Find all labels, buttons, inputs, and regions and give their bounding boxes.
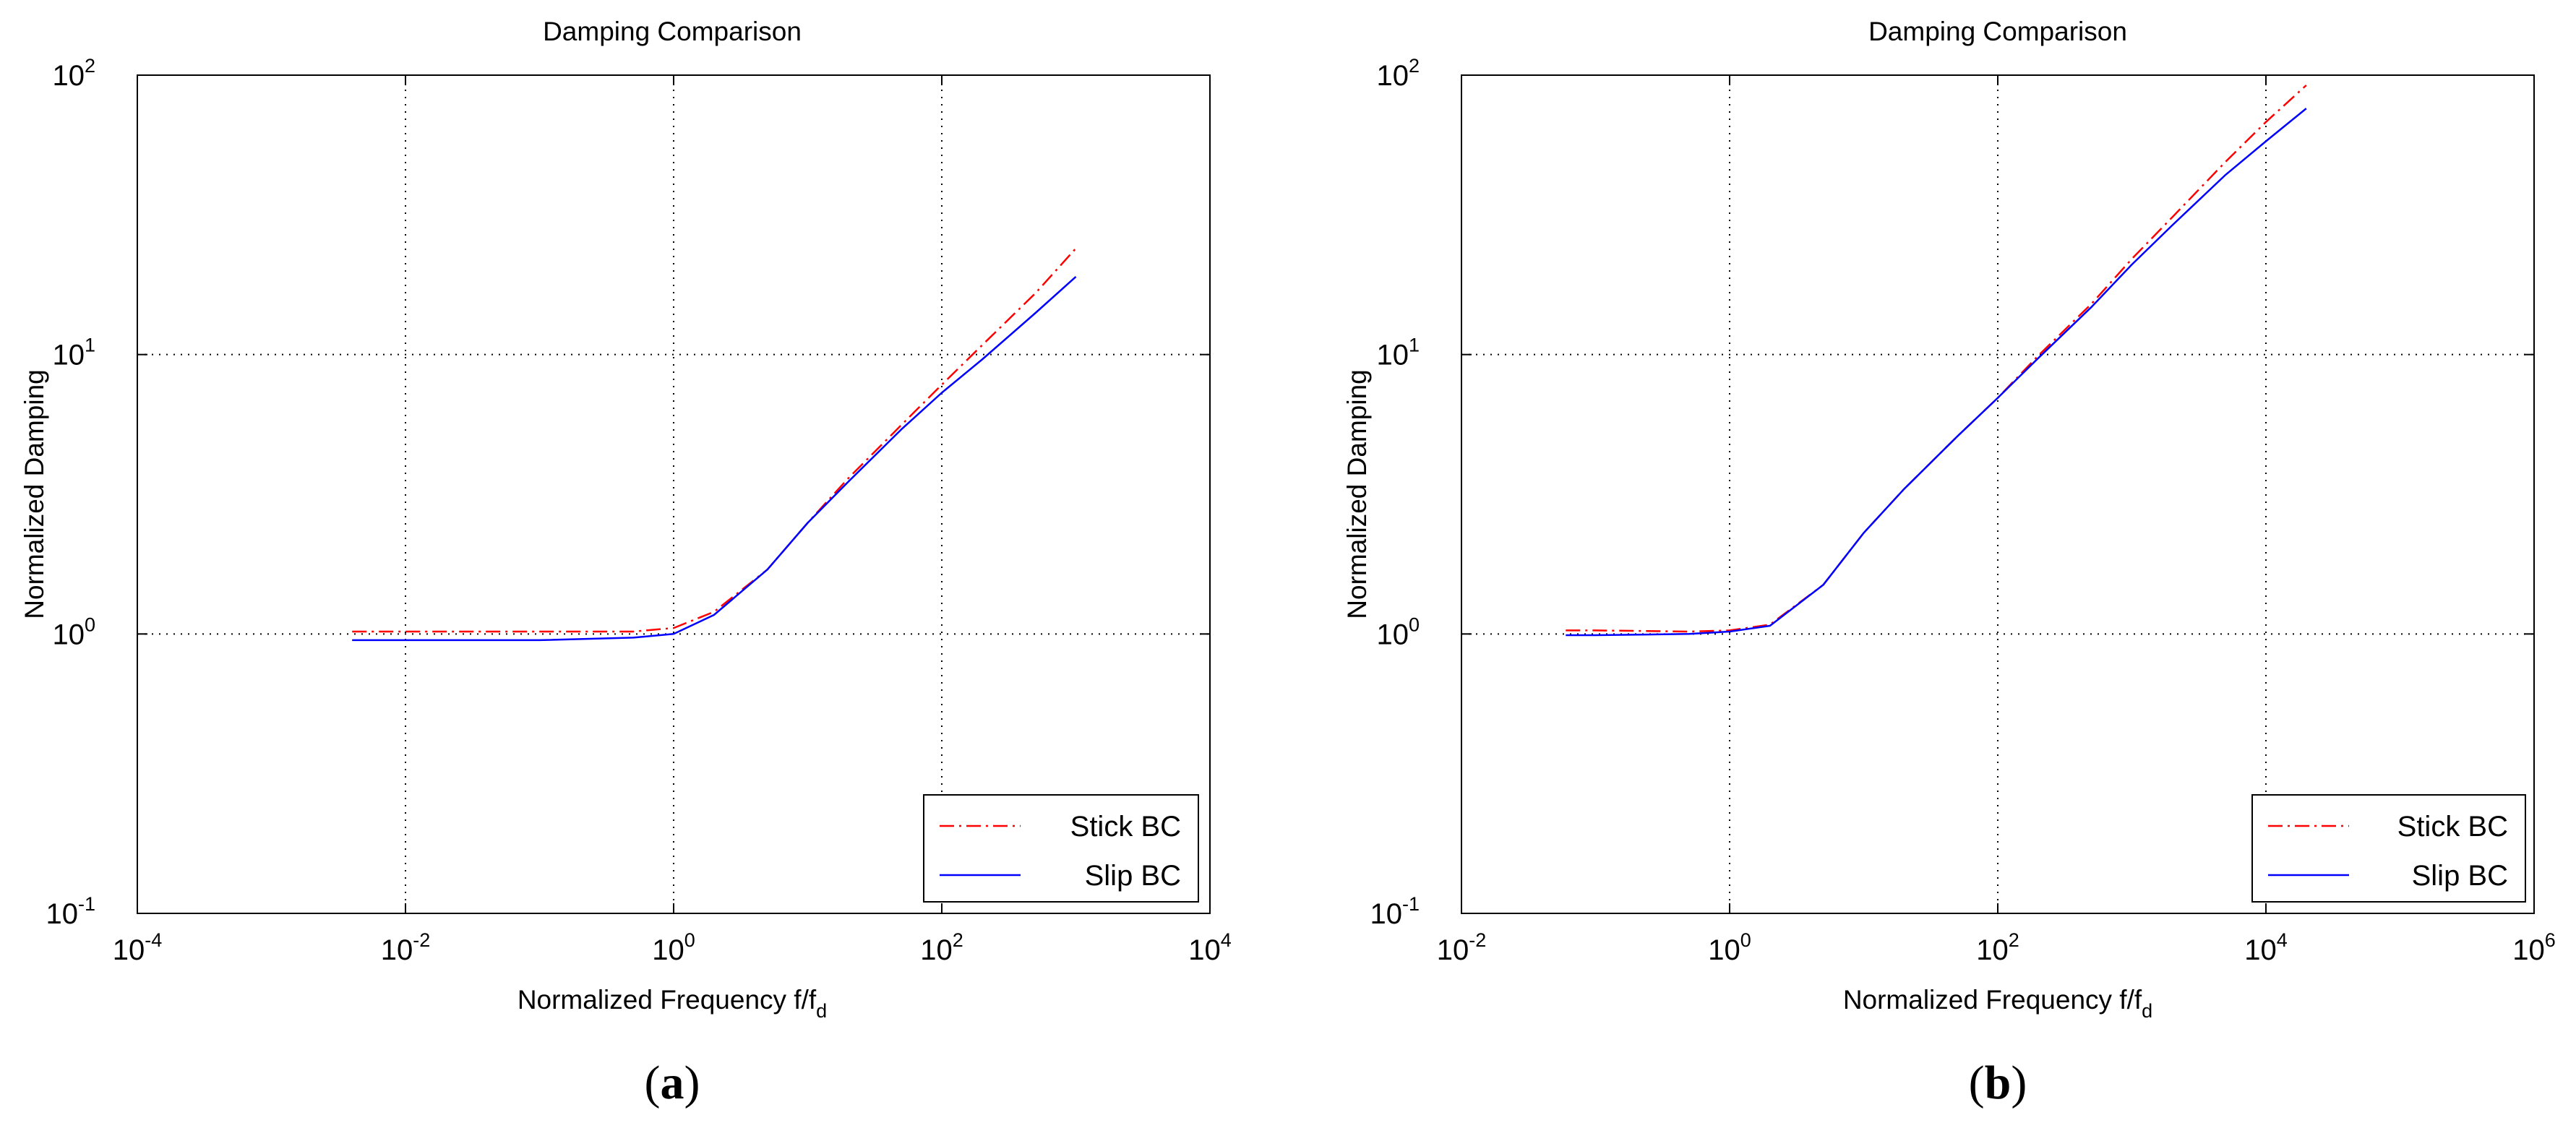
svg-text:Normalized Frequency f/fd: Normalized Frequency f/fd xyxy=(518,985,827,1022)
y-tick-exponent: 1 xyxy=(1409,335,1420,356)
x-tick-base: 10 xyxy=(1708,934,1740,966)
x-tick-exponent: 0 xyxy=(1740,929,1751,951)
y-tick-exponent: 2 xyxy=(85,55,95,77)
chart-title: Damping Comparison xyxy=(543,17,802,46)
x-axis-label: Normalized Frequency f/fd xyxy=(518,985,827,1022)
x-tick-base: 10 xyxy=(2244,934,2277,966)
x-axis-label: Normalized Frequency f/fd xyxy=(1843,985,2152,1022)
y-tick-label: 102 xyxy=(52,55,95,92)
svg-text:Normalized Frequency f/fd: Normalized Frequency f/fd xyxy=(1843,985,2152,1022)
y-tick-base: 10 xyxy=(52,619,85,650)
y-tick-label: 100 xyxy=(1376,613,1420,650)
x-tick-label: 100 xyxy=(1708,929,1751,966)
x-axis-label-subscript: d xyxy=(2142,1000,2152,1022)
series-line-stick-bc xyxy=(1566,85,2307,633)
x-axis-label-subscript: d xyxy=(816,1000,827,1022)
y-tick-label: 10-1 xyxy=(46,893,95,930)
grid xyxy=(137,75,1210,913)
y-tick-label: 101 xyxy=(1376,335,1420,371)
y-tick-exponent: 0 xyxy=(85,613,95,635)
y-tick-label: 10-1 xyxy=(1370,893,1420,930)
panel-caption: (a) xyxy=(645,1056,700,1109)
x-tick-exponent: -4 xyxy=(145,929,162,951)
x-tick-label: 10-2 xyxy=(381,929,431,966)
y-tick-base: 10 xyxy=(46,898,78,930)
y-tick-exponent: -1 xyxy=(78,893,95,915)
x-tick-label: 106 xyxy=(2512,929,2556,966)
x-axis-label-text: Normalized Frequency f/f xyxy=(518,985,817,1015)
legend: Stick BC Slip BC xyxy=(2251,794,2526,903)
chart-panel-a: Damping Comparison 10-4 10-2 100 102 10410-1… xyxy=(20,17,1232,1109)
y-tick-base: 10 xyxy=(52,60,85,92)
x-tick-label: 102 xyxy=(920,929,963,966)
x-tick-exponent: 0 xyxy=(684,929,695,951)
y-tick-exponent: 2 xyxy=(1409,55,1420,77)
legend-label-stick: Stick BC xyxy=(2397,811,2508,843)
x-tick-label: 104 xyxy=(2244,929,2288,966)
x-tick-exponent: 2 xyxy=(953,929,963,951)
series-lines xyxy=(352,247,1077,642)
y-tick-base: 10 xyxy=(1376,340,1409,371)
series-line-slip-bc xyxy=(1566,108,2307,637)
x-tick-exponent: 4 xyxy=(1221,929,1232,951)
y-tick-exponent: 1 xyxy=(85,335,95,356)
y-tick-label: 101 xyxy=(52,335,95,371)
x-tick-base: 10 xyxy=(652,934,684,966)
x-tick-label: 104 xyxy=(1188,929,1232,966)
x-axis-label-text: Normalized Frequency f/f xyxy=(1843,985,2142,1015)
x-tick-exponent: 2 xyxy=(2009,929,2019,951)
x-tick-exponent: -2 xyxy=(413,929,430,951)
series-lines xyxy=(1566,85,2307,637)
y-axis-label: Normalized Damping xyxy=(1342,369,1372,619)
legend-label-stick: Stick BC xyxy=(1070,811,1181,843)
y-tick-base: 10 xyxy=(1376,619,1409,650)
x-tick-base: 10 xyxy=(381,934,413,966)
x-tick-exponent: 6 xyxy=(2545,929,2556,951)
y-tick-label: 102 xyxy=(1376,55,1420,92)
series-line-slip-bc xyxy=(352,275,1077,642)
x-tick-base: 10 xyxy=(2512,934,2545,966)
legend-box xyxy=(2251,794,2526,903)
panel-caption: (b) xyxy=(1969,1056,2027,1109)
chart-panel-b: Damping Comparison 10-2 100 102 104 10610-11… xyxy=(1342,17,2556,1109)
y-tick-base: 10 xyxy=(1376,60,1409,92)
y-tick-label: 100 xyxy=(52,613,95,650)
y-tick-base: 10 xyxy=(52,340,85,371)
x-tick-label: 10-2 xyxy=(1437,929,1487,966)
y-tick-exponent: 0 xyxy=(1409,613,1420,635)
legend-label-slip: Slip BC xyxy=(1085,860,1181,892)
legend-label-slip: Slip BC xyxy=(2412,860,2508,892)
x-tick-label: 10-4 xyxy=(113,929,163,966)
x-tick-label: 102 xyxy=(1976,929,2019,966)
legend: Stick BC Slip BC xyxy=(923,794,1199,903)
series-line-stick-bc xyxy=(352,247,1077,633)
chart-title: Damping Comparison xyxy=(1868,17,2127,46)
x-tick-base: 10 xyxy=(920,934,953,966)
y-tick-base: 10 xyxy=(1370,898,1402,930)
legend-box xyxy=(923,794,1199,903)
grid xyxy=(1461,75,2534,913)
y-tick-exponent: -1 xyxy=(1402,893,1420,915)
x-tick-exponent: 4 xyxy=(2277,929,2288,951)
x-tick-base: 10 xyxy=(1976,934,2009,966)
x-tick-label: 100 xyxy=(652,929,695,966)
x-tick-base: 10 xyxy=(1437,934,1469,966)
y-axis-label: Normalized Damping xyxy=(20,369,49,619)
x-tick-base: 10 xyxy=(113,934,145,966)
x-tick-exponent: -2 xyxy=(1469,929,1486,951)
x-tick-base: 10 xyxy=(1188,934,1221,966)
